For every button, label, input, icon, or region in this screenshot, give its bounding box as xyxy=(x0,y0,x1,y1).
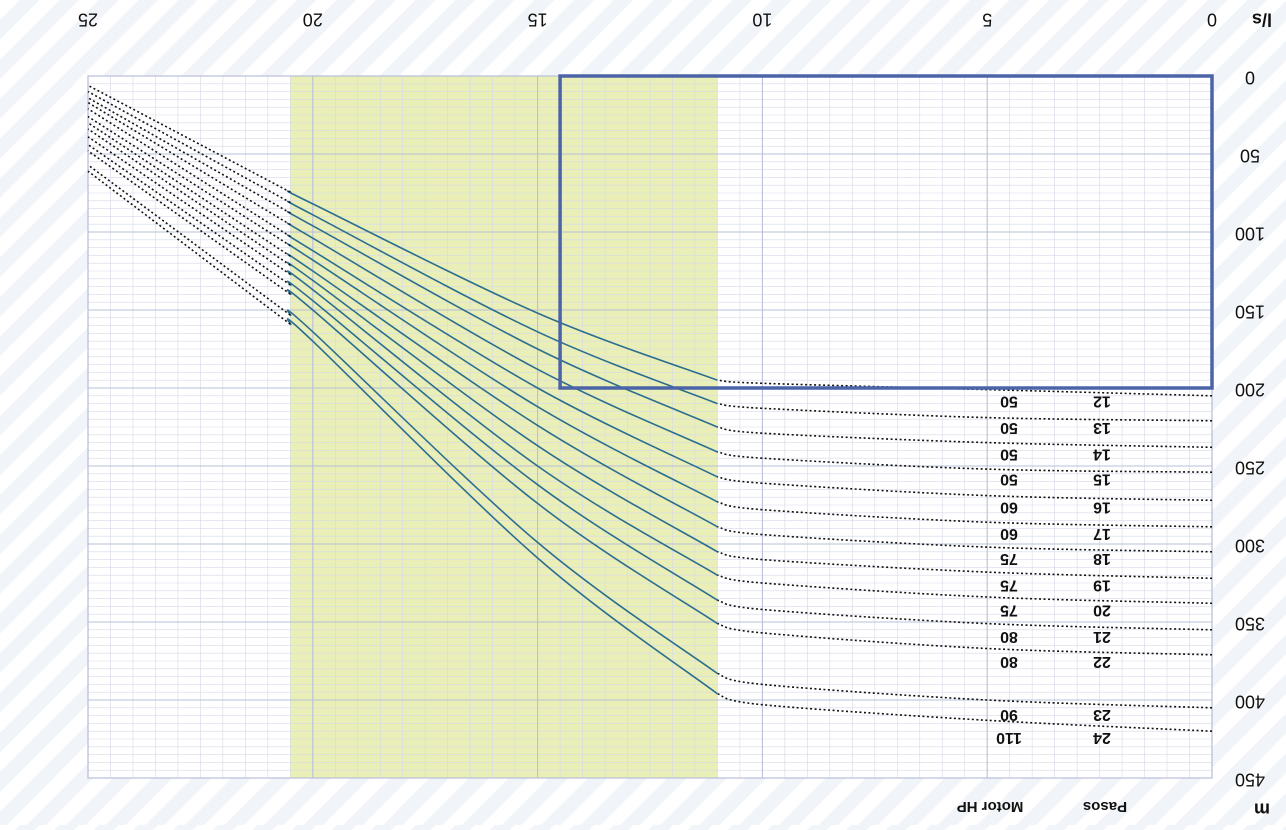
y-tick-label: 200 xyxy=(1235,379,1265,399)
pasos-label: 13 xyxy=(1093,419,1111,436)
y-tick-label: 300 xyxy=(1235,535,1265,555)
curve-solid-16 xyxy=(286,234,718,478)
curve-dotted-high-20 xyxy=(87,136,291,276)
pasos-label: 18 xyxy=(1093,550,1111,567)
motor-label: 50 xyxy=(1000,392,1018,409)
motor-label: 60 xyxy=(1000,525,1018,542)
pasos-label: 19 xyxy=(1093,576,1111,593)
curve-solid-17 xyxy=(286,243,718,503)
curve-dotted-low-14 xyxy=(717,426,1213,449)
motor-label: 75 xyxy=(1000,576,1018,593)
curve-dotted-low-20 xyxy=(717,574,1213,605)
curve-solid-13 xyxy=(286,200,718,405)
motor-label: 50 xyxy=(1000,470,1018,487)
curve-dotted-low-17 xyxy=(717,501,1213,528)
curve-dotted-high-14 xyxy=(87,97,291,214)
curve-solid-14 xyxy=(286,210,718,428)
curve-dotted-high-23 xyxy=(87,164,291,316)
pasos-label: 16 xyxy=(1093,498,1111,515)
pasos-label: 24 xyxy=(1093,729,1111,746)
motor-label: 110 xyxy=(996,729,1022,746)
curve-solid-24 xyxy=(286,318,718,695)
curve-solid-19 xyxy=(286,261,718,553)
x-tick-label: 25 xyxy=(78,9,98,29)
pasos-label: 20 xyxy=(1093,601,1111,618)
curve-solid-20 xyxy=(286,270,718,576)
curve-dotted-low-13 xyxy=(717,402,1213,422)
y-tick-label: 400 xyxy=(1235,691,1265,711)
curve-solid-22 xyxy=(286,289,718,625)
y-tick-label: 50 xyxy=(1240,145,1260,165)
y-axis-label: m xyxy=(1254,799,1270,819)
pasos-label: 21 xyxy=(1093,628,1111,645)
curve-dotted-low-23 xyxy=(717,672,1213,709)
motor-label: 80 xyxy=(1000,653,1018,670)
curve-solid-23 xyxy=(286,309,718,675)
curve-dotted-low-19 xyxy=(717,551,1213,580)
curve-dotted-high-16 xyxy=(87,108,291,238)
pasos-label: 17 xyxy=(1093,525,1111,542)
curve-dotted-high-15 xyxy=(87,101,291,226)
x-axis-label: l/s xyxy=(1252,9,1272,29)
curve-dotted-low-16 xyxy=(717,476,1213,502)
highlight-box xyxy=(558,74,1214,390)
curve-solid-21 xyxy=(286,280,718,601)
pasos-label: 14 xyxy=(1093,445,1111,462)
curve-dotted-low-21 xyxy=(717,599,1213,631)
curve-dotted-low-24 xyxy=(717,693,1213,732)
motor-hp-header: Motor HP xyxy=(957,798,1024,815)
motor-label: 50 xyxy=(1000,445,1018,462)
curve-dotted-high-22 xyxy=(87,150,291,295)
pasos-label: 23 xyxy=(1093,706,1111,723)
motor-label: 60 xyxy=(1000,498,1018,515)
pasos-label: 12 xyxy=(1093,392,1111,409)
curve-dotted-low-22 xyxy=(717,622,1213,656)
x-tick-label: 15 xyxy=(528,9,548,29)
curve-dotted-high-17 xyxy=(87,115,291,247)
y-tick-label: 100 xyxy=(1235,223,1265,243)
motor-label: 75 xyxy=(1000,550,1018,567)
y-tick-label: 450 xyxy=(1235,769,1265,789)
motor-label: 80 xyxy=(1000,628,1018,645)
curve-solid-15 xyxy=(286,222,718,453)
pasos-label: 15 xyxy=(1093,470,1111,487)
curve-dotted-high-24 xyxy=(87,170,291,325)
pasos-label: 22 xyxy=(1093,653,1111,670)
y-tick-label: 150 xyxy=(1235,301,1265,321)
curve-dotted-high-12 xyxy=(87,84,291,193)
x-tick-label: 20 xyxy=(303,9,323,29)
curve-dotted-high-21 xyxy=(87,143,291,286)
motor-label: 75 xyxy=(1000,601,1018,618)
pasos-header: Pasos xyxy=(1083,798,1127,815)
motor-label: 50 xyxy=(1000,419,1018,436)
curve-solid-12 xyxy=(286,190,718,381)
x-tick-label: 5 xyxy=(982,9,992,29)
x-tick-label: 10 xyxy=(752,9,772,29)
y-tick-label: 350 xyxy=(1235,613,1265,633)
motor-label: 90 xyxy=(1000,706,1018,723)
curve-dotted-low-18 xyxy=(717,526,1213,553)
curve-dotted-high-19 xyxy=(87,128,291,266)
curve-dotted-low-15 xyxy=(717,451,1213,473)
y-tick-label: 250 xyxy=(1235,457,1265,477)
y-tick-label: 0 xyxy=(1245,67,1255,87)
x-tick-label: 0 xyxy=(1207,9,1217,29)
